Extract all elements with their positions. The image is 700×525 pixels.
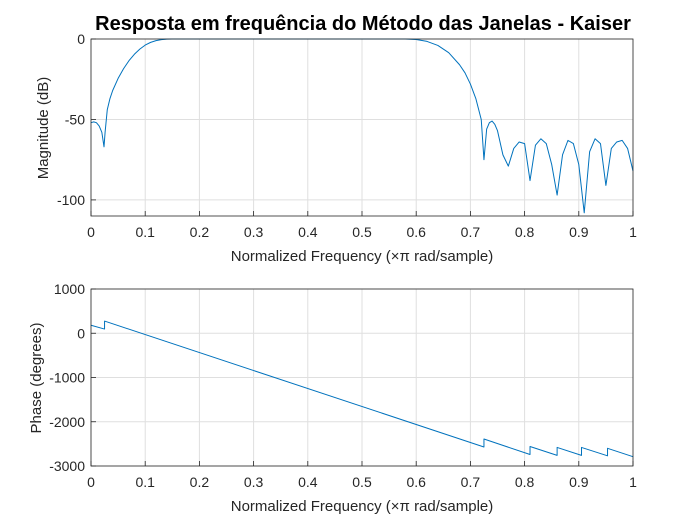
phase-y-tick-label: 0 — [77, 325, 85, 341]
phase-x-ticks: 0 0.1 0.2 0.3 0.4 0.5 0.6 0.7 0.8 0.9 1 — [87, 461, 637, 490]
phase-x-tick-label: 0.2 — [190, 474, 210, 490]
magnitude-title: Resposta em frequência do Método das Jan… — [95, 13, 631, 35]
phase-y-tick-label: 1000 — [54, 281, 85, 297]
phase-x-tick-label: 0.5 — [352, 474, 372, 490]
magnitude-x-tick-label: 0.3 — [244, 224, 264, 240]
magnitude-x-tick-label: 0.4 — [298, 224, 318, 240]
phase-x-tick-label: 0.3 — [244, 474, 264, 490]
phase-line — [90, 320, 634, 458]
magnitude-grid — [90, 38, 634, 216]
phase-y-tick-label: -2000 — [49, 414, 85, 430]
phase-x-tick-label: 0.6 — [406, 474, 426, 490]
magnitude-x-ticks: 0 0.1 0.2 0.3 0.4 0.5 0.6 0.7 0.8 0.9 1 — [87, 211, 637, 240]
phase-series-0 — [90, 320, 634, 458]
phase-x-tick-label: 0.7 — [461, 474, 481, 490]
phase-x-tick-label: 0.8 — [515, 474, 535, 490]
phase-y-ticks: 1000 0 -1000 -2000 -3000 — [49, 281, 96, 474]
phase-x-tick-label: 1 — [629, 474, 637, 490]
magnitude-y-tick-label: 0 — [77, 31, 85, 47]
magnitude-y-ticks: 0 -50 -100 — [57, 31, 96, 208]
phase-plot: 0 0.1 0.2 0.3 0.4 0.5 0.6 0.7 0.8 0.9 1 1000 0 -1000… — [28, 281, 637, 515]
magnitude-x-tick-label: 0.5 — [352, 224, 372, 240]
phase-y-label: Phase (degrees) — [28, 323, 45, 434]
magnitude-y-label: Magnitude (dB) — [35, 77, 52, 180]
magnitude-series-0 — [90, 38, 634, 214]
phase-x-label: Normalized Frequency (×π rad/sample) — [231, 498, 494, 515]
magnitude-x-tick-label: 0.6 — [406, 224, 426, 240]
magnitude-x-tick-label: 0.7 — [461, 224, 481, 240]
magnitude-line — [90, 38, 634, 214]
magnitude-x-tick-label: 1 — [629, 224, 637, 240]
phase-x-tick-label: 0.4 — [298, 474, 318, 490]
magnitude-x-tick-label: 0.2 — [190, 224, 210, 240]
magnitude-x-tick-label: 0 — [87, 224, 95, 240]
magnitude-x-tick-label: 0.9 — [569, 224, 589, 240]
magnitude-y-tick-label: -50 — [65, 111, 85, 127]
magnitude-x-tick-label: 0.1 — [135, 224, 155, 240]
magnitude-plot: Resposta em frequência do Método das Jan… — [35, 13, 637, 265]
phase-y-tick-label: -1000 — [49, 370, 85, 386]
phase-x-tick-label: 0.1 — [135, 474, 155, 490]
magnitude-x-tick-label: 0.8 — [515, 224, 535, 240]
phase-x-tick-label: 0 — [87, 474, 95, 490]
phase-y-tick-label: -3000 — [49, 458, 85, 474]
phase-x-tick-label: 0.9 — [569, 474, 589, 490]
magnitude-x-label: Normalized Frequency (×π rad/sample) — [231, 248, 494, 265]
magnitude-y-tick-label: -100 — [57, 192, 85, 208]
